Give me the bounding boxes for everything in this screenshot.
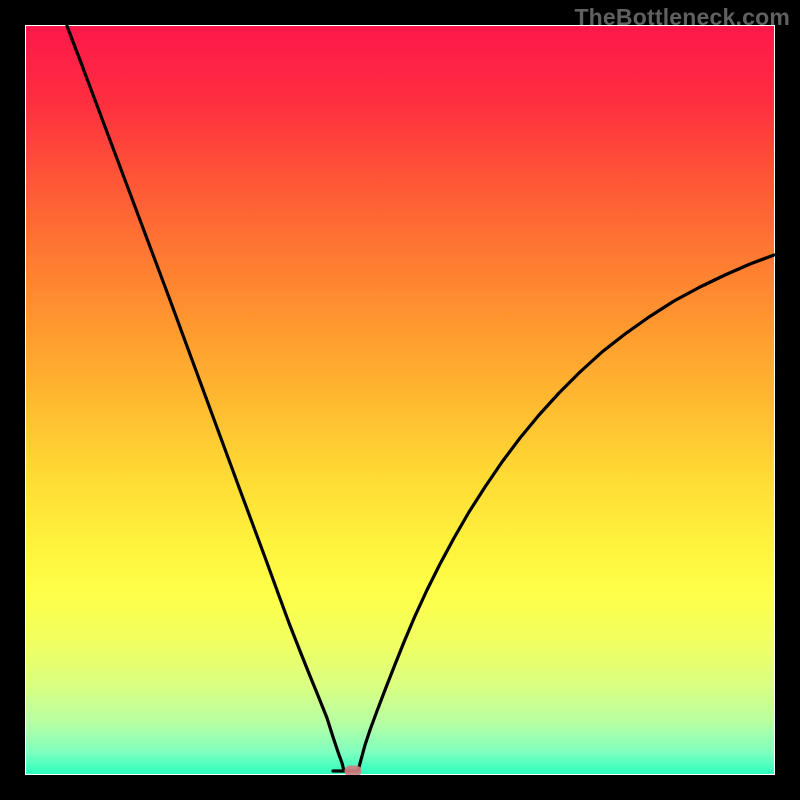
frame-left: [0, 0, 25, 800]
watermark-text: TheBottleneck.com: [574, 4, 790, 31]
frame-right: [775, 0, 800, 800]
plot-background: [26, 26, 774, 774]
bottleneck-chart: [0, 0, 800, 800]
frame-bottom: [0, 775, 800, 800]
min-marker: [345, 766, 362, 777]
chart-container: TheBottleneck.com: [0, 0, 800, 800]
